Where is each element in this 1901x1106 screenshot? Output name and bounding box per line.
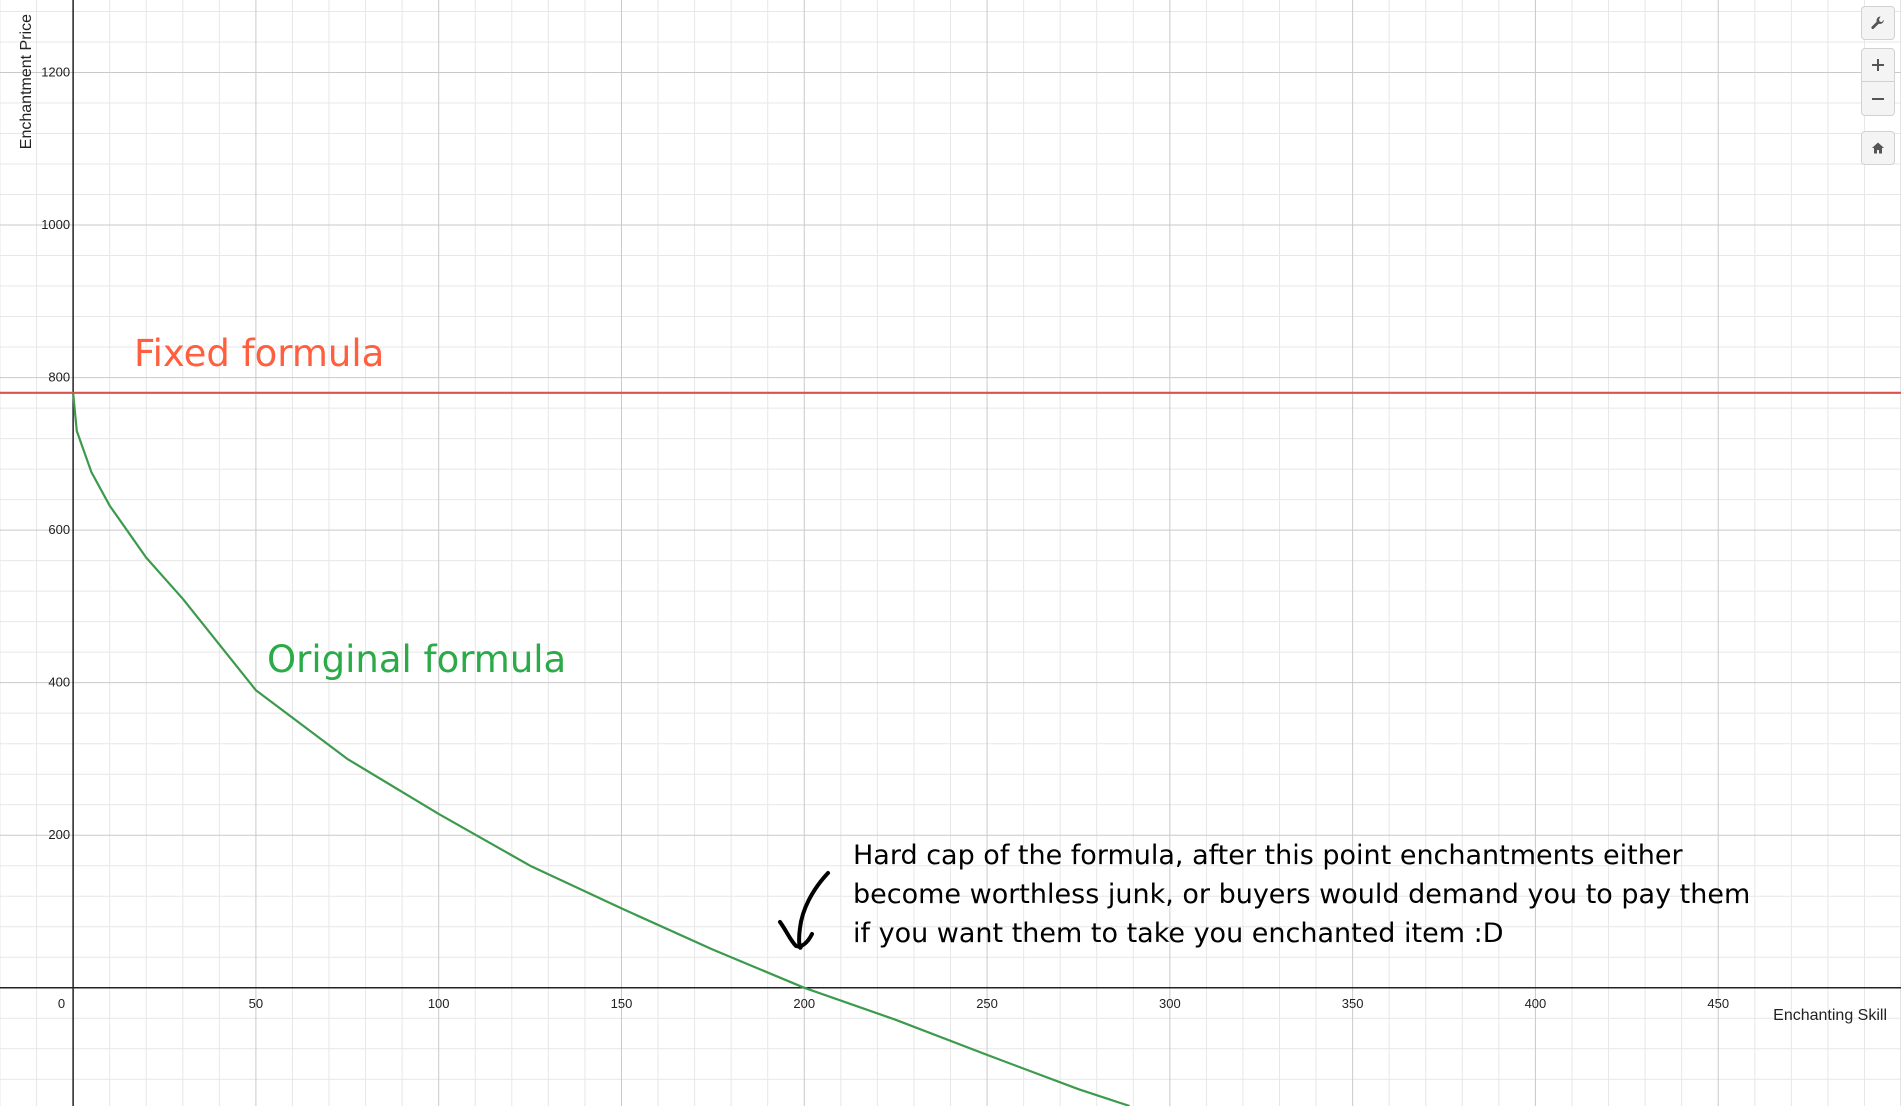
original-formula-label: Original formula xyxy=(267,638,566,681)
fixed-formula-label: Fixed formula xyxy=(134,332,384,375)
home-icon xyxy=(1871,141,1885,155)
x-axis-title: Enchanting Skill xyxy=(1773,1007,1887,1024)
x-tick-label: 200 xyxy=(793,996,815,1011)
y-tick-label: 600 xyxy=(48,522,70,537)
x-tick-label: 50 xyxy=(249,996,263,1011)
x-tick-label: 350 xyxy=(1342,996,1364,1011)
x-tick-label: 100 xyxy=(428,996,450,1011)
default-viewport-button[interactable] xyxy=(1861,131,1895,165)
hard-cap-annotation: Hard cap of the formula, after this poin… xyxy=(778,840,1750,950)
y-tick-label: 1000 xyxy=(41,217,70,232)
x-tick-label: 150 xyxy=(611,996,633,1011)
zoom-out-button[interactable] xyxy=(1861,82,1895,116)
annotation-line-2: become worthless junk, or buyers would d… xyxy=(853,879,1750,910)
hand-drawn-arrow xyxy=(778,871,830,950)
annotation-line-1: Hard cap of the formula, after this poin… xyxy=(853,840,1683,871)
tick-labels: 0 50 100 150 200 250 300 350 400 450 200 400 600 800 1… xyxy=(41,64,1729,1010)
x-tick-label: 400 xyxy=(1525,996,1547,1011)
series-layer xyxy=(0,391,1901,1106)
x-tick-label: 450 xyxy=(1707,996,1729,1011)
x-tick-label: 300 xyxy=(1159,996,1181,1011)
plus-icon xyxy=(1871,58,1885,72)
wrench-icon xyxy=(1870,15,1886,31)
y-tick-label: 1200 xyxy=(41,64,70,79)
zoom-in-button[interactable] xyxy=(1861,48,1895,82)
y-tick-label: 800 xyxy=(48,370,70,385)
x-tick-label: 250 xyxy=(976,996,998,1011)
y-tick-label: 200 xyxy=(48,827,70,842)
x-tick-label: 0 xyxy=(58,996,65,1011)
minus-icon xyxy=(1871,92,1885,106)
series-line-original-formula xyxy=(72,392,1130,1106)
y-axis-title: Enchantment Price xyxy=(18,14,35,149)
graph-settings-button[interactable] xyxy=(1861,6,1895,40)
annotation-line-3: if you want them to take you enchanted i… xyxy=(853,918,1504,949)
y-tick-label: 400 xyxy=(48,675,70,690)
